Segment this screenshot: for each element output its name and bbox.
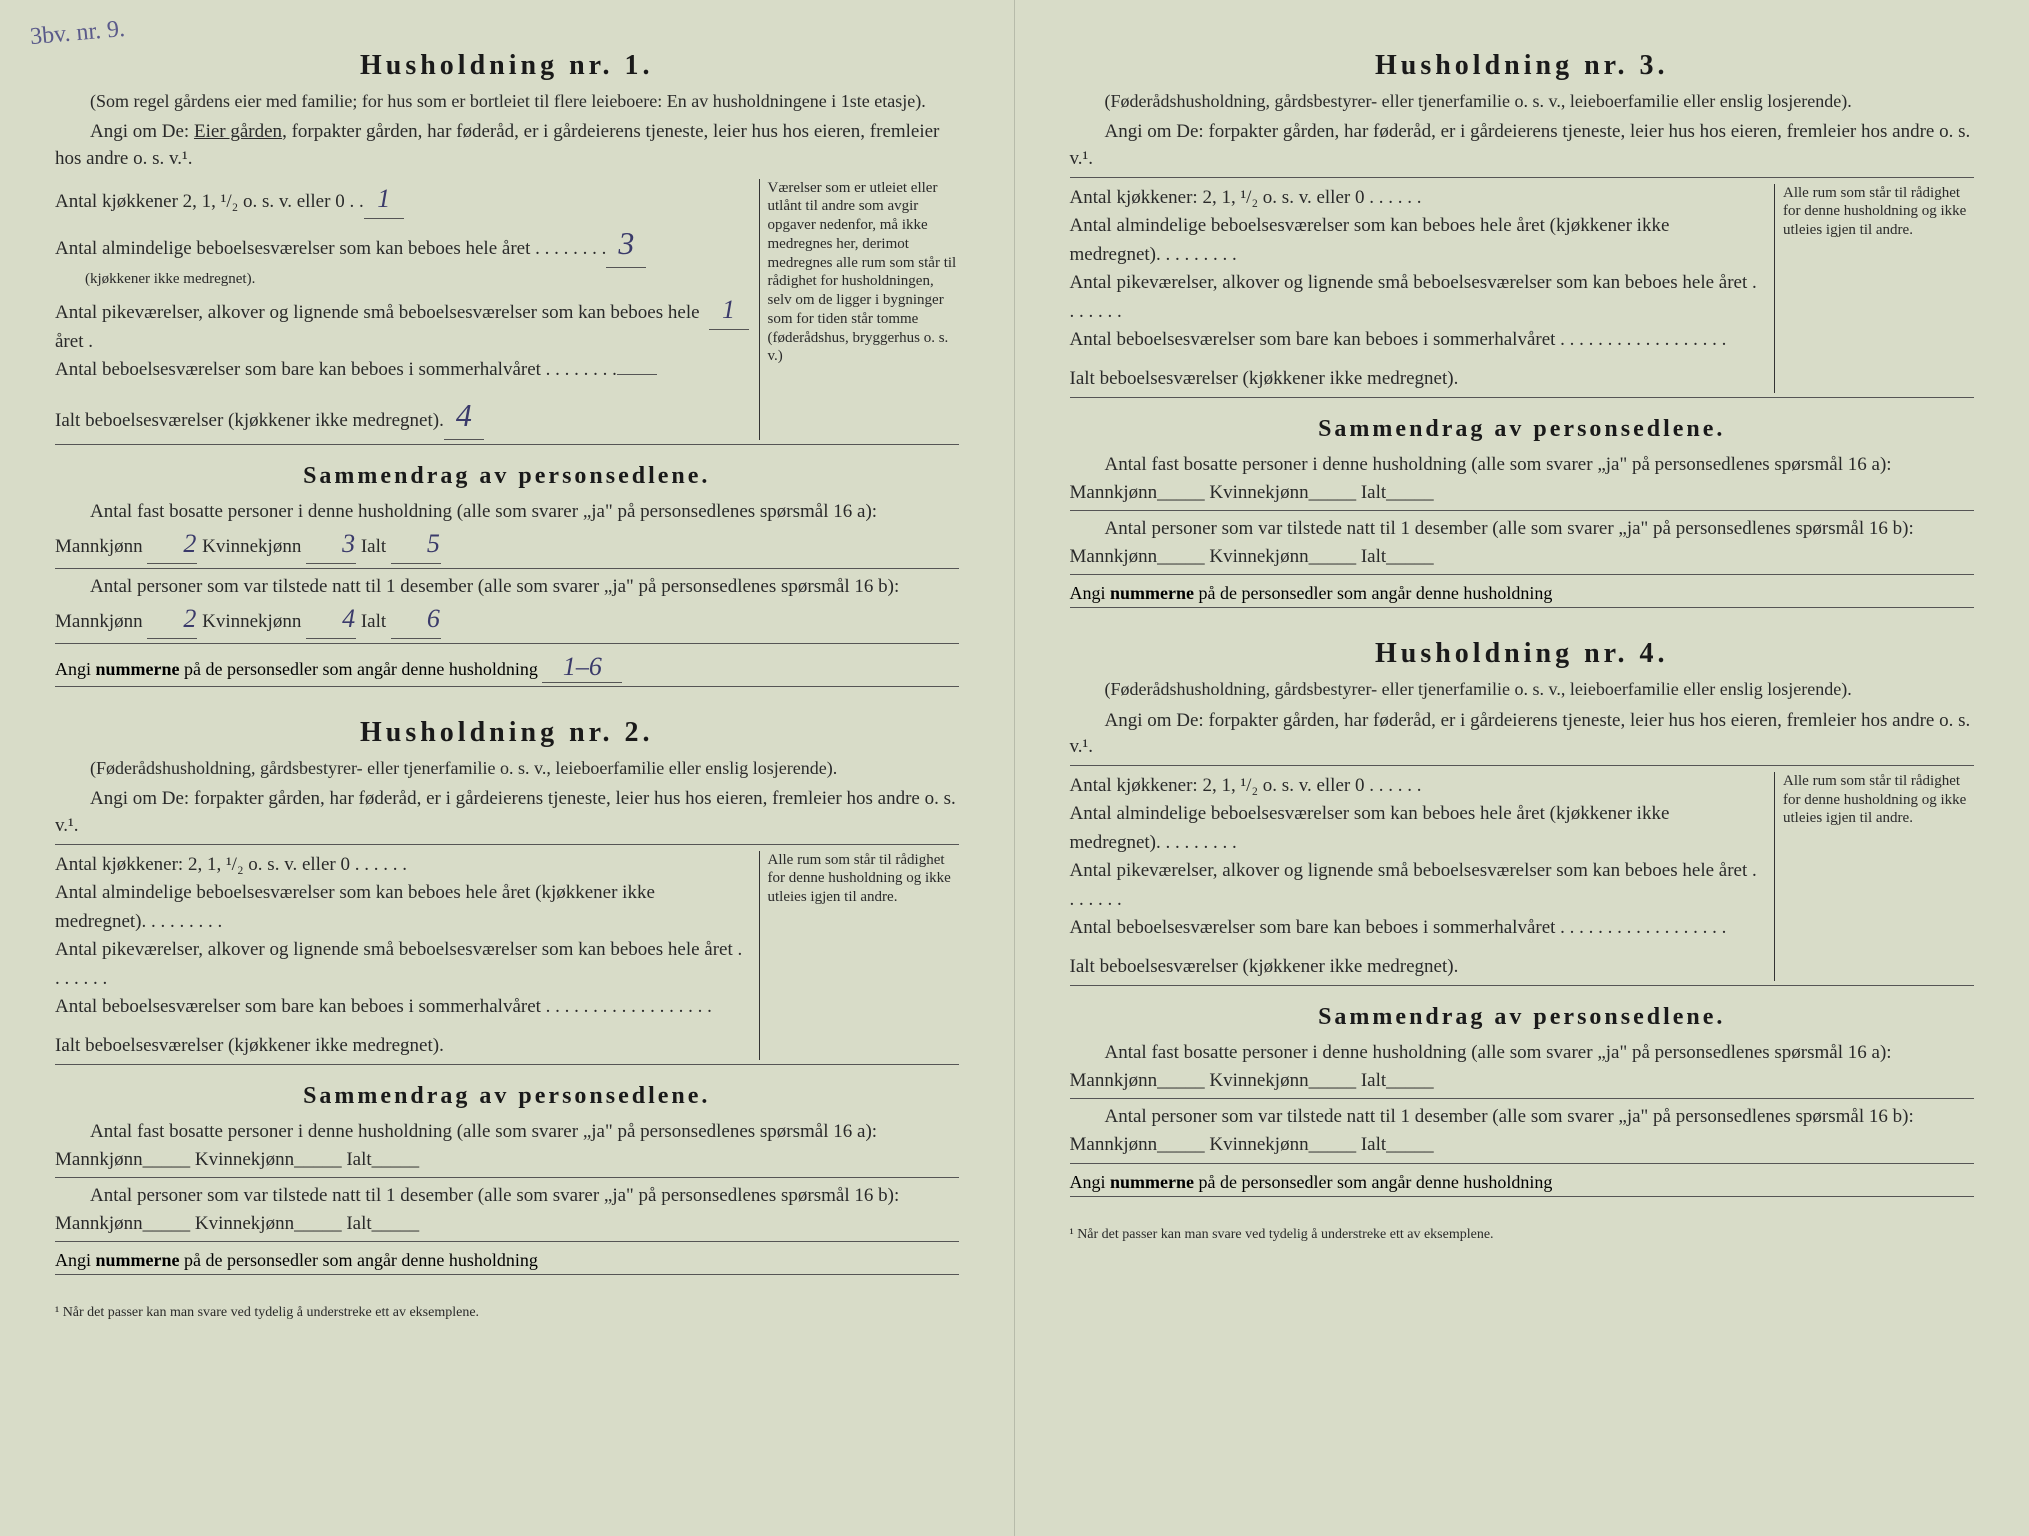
right-page: Husholdning nr. 3. (Føderådshusholdning,… [1015, 0, 2029, 1536]
almindelige-value: 3 [606, 219, 646, 268]
kjokken-value: 1 [364, 179, 404, 219]
nummerne-bold-4: nummerne [1110, 1172, 1194, 1192]
sum1-ialt-label: Ialt [361, 536, 386, 557]
h4-sommer: Antal beboelsesværelser som bare kan beb… [1070, 914, 1765, 943]
nummerne-bold-3: nummerne [1110, 583, 1194, 603]
rooms-left-col-3: Antal kjøkkener: 2, 1, ¹/₂ o. s. v. elle… [1070, 184, 1765, 394]
almindelige-note: (kjøkkener ikke medregnet). [55, 268, 749, 291]
household-3-sum1: Antal fast bosatte personer i denne hush… [1070, 451, 1975, 511]
left-footnote: ¹ Når det passer kan man svare ved tydel… [55, 1305, 959, 1321]
household-4: Husholdning nr. 4. (Føderådshusholdning,… [1070, 638, 1975, 1196]
household-3-sum2: Antal personer som var tilstede natt til… [1070, 515, 1975, 575]
left-page: 3bv. nr. 9. Husholdning nr. 1. (Som rege… [0, 0, 1015, 1536]
household-3-angi: Angi om De: forpakter gården, har føderå… [1070, 119, 1975, 177]
household-3-sammendrag-title: Sammendrag av personsedlene. [1070, 416, 1975, 443]
household-4-sum1: Antal fast bosatte personer i denne hush… [1070, 1039, 1975, 1099]
household-2-angi: Angi om De: forpakter gården, har føderå… [55, 786, 959, 844]
household-3-subtitle: (Føderådshusholdning, gårdsbestyrer- ell… [1070, 90, 1975, 113]
household-4-angi-num: Angi nummerne på de personsedler som ang… [1070, 1172, 1975, 1197]
household-1-title: Husholdning nr. 1. [55, 50, 959, 82]
h4-ialt: Ialt beboelsesværelser (kjøkkener ikke m… [1070, 953, 1765, 982]
h4-kjokken: Antal kjøkkener: 2, 1, ¹/₂ o. s. v. elle… [1070, 772, 1765, 801]
h3-pike: Antal pikeværelser, alkover og lignende … [1070, 269, 1765, 326]
household-4-sammendrag-title: Sammendrag av personsedlene. [1070, 1004, 1975, 1031]
household-1-angi-num: Angi nummerne på de personsedler som ang… [55, 652, 959, 687]
angi-pre: Angi om De: [90, 121, 194, 142]
h3-sommer: Antal beboelsesværelser som bare kan beb… [1070, 326, 1765, 355]
household-2-sammendrag-title: Sammendrag av personsedlene. [55, 1083, 959, 1110]
sum2-mid: Kvinnekjønn [202, 611, 301, 632]
handwritten-corner-note: 3bv. nr. 9. [29, 16, 126, 51]
pike-label: Antal pikeværelser, alkover og lignende … [55, 299, 709, 356]
household-1-sum1: Antal fast bosatte personer i denne hush… [55, 498, 959, 569]
ialt-label: Ialt beboelsesværelser (kjøkkener ikke m… [55, 407, 444, 436]
h2-ialt: Ialt beboelsesværelser (kjøkkener ikke m… [55, 1032, 749, 1061]
household-3: Husholdning nr. 3. (Føderådshusholdning,… [1070, 50, 1975, 608]
h2-sommer: Antal beboelsesværelser som bare kan beb… [55, 993, 749, 1022]
sum2-kvin: 4 [306, 600, 356, 639]
rooms-left-col: Antal kjøkkener 2, 1, ¹/₂ o. s. v. eller… [55, 179, 749, 440]
h3-almindelige: Antal almindelige beboelsesværelser som … [1070, 212, 1765, 269]
sum1-mid: Kvinnekjønn [202, 536, 301, 557]
h4-almindelige: Antal almindelige beboelsesværelser som … [1070, 800, 1765, 857]
household-2-angi-num: Angi nummerne på de personsedler som ang… [55, 1250, 959, 1275]
household-1-angi: Angi om De: Eier gården, forpakter gårde… [55, 119, 959, 172]
household-1-sammendrag-title: Sammendrag av personsedlene. [55, 463, 959, 490]
sommer-value [617, 374, 657, 375]
rooms-left-col-2: Antal kjøkkener: 2, 1, ¹/₂ o. s. v. elle… [55, 851, 749, 1061]
nummerne-bold-2: nummerne [96, 1250, 180, 1270]
nummerne-bold: nummerne [96, 659, 180, 679]
household-1-rooms: Antal kjøkkener 2, 1, ¹/₂ o. s. v. eller… [55, 179, 959, 445]
household-2-subtitle: (Føderådshusholdning, gårdsbestyrer- ell… [55, 757, 959, 780]
household-2-rooms: Antal kjøkkener: 2, 1, ¹/₂ o. s. v. elle… [55, 851, 959, 1066]
ialt-value: 4 [444, 391, 484, 440]
household-4-rooms: Antal kjøkkener: 2, 1, ¹/₂ o. s. v. elle… [1070, 772, 1975, 987]
household-4-sidenote: Alle rum som står til rådighet for denne… [1774, 772, 1974, 982]
h2-pike: Antal pikeværelser, alkover og lignende … [55, 936, 749, 993]
household-2-sidenote: Alle rum som står til rådighet for denne… [759, 851, 959, 1061]
household-3-title: Husholdning nr. 3. [1070, 50, 1975, 82]
angi-num-value: 1–6 [542, 652, 622, 683]
household-4-angi: Angi om De: forpakter gården, har føderå… [1070, 708, 1975, 766]
household-3-rooms: Antal kjøkkener: 2, 1, ¹/₂ o. s. v. elle… [1070, 184, 1975, 399]
household-1-subtitle: (Som regel gårdens eier med familie; for… [55, 90, 959, 113]
household-1: Husholdning nr. 1. (Som regel gårdens ei… [55, 50, 959, 687]
sum2-ialt-label: Ialt [361, 611, 386, 632]
h2-kjokken: Antal kjøkkener: 2, 1, ¹/₂ o. s. v. elle… [55, 851, 749, 880]
household-2-title: Husholdning nr. 2. [55, 717, 959, 749]
household-2-sum1: Antal fast bosatte personer i denne hush… [55, 1118, 959, 1178]
household-4-title: Husholdning nr. 4. [1070, 638, 1975, 670]
sum1-ialt: 5 [391, 525, 441, 564]
sum2-ialt: 6 [391, 600, 441, 639]
h3-kjokken: Antal kjøkkener: 2, 1, ¹/₂ o. s. v. elle… [1070, 184, 1765, 213]
household-1-sum2: Antal personer som var tilstede natt til… [55, 573, 959, 644]
household-2-sum2: Antal personer som var tilstede natt til… [55, 1182, 959, 1242]
sum1-mann: 2 [147, 525, 197, 564]
household-3-angi-num: Angi nummerne på de personsedler som ang… [1070, 583, 1975, 608]
h3-ialt: Ialt beboelsesværelser (kjøkkener ikke m… [1070, 365, 1765, 394]
sommer-label: Antal beboelsesværelser som bare kan beb… [55, 356, 617, 385]
household-4-sum2: Antal personer som var tilstede natt til… [1070, 1103, 1975, 1163]
household-1-sidenote: Værelser som er utleiet eller utlånt til… [759, 179, 959, 440]
household-4-subtitle: (Føderådshusholdning, gårdsbestyrer- ell… [1070, 678, 1975, 701]
sum1-kvin: 3 [306, 525, 356, 564]
pike-value: 1 [709, 290, 749, 330]
almindelige-label: Antal almindelige beboelsesværelser som … [55, 235, 606, 264]
h2-almindelige: Antal almindelige beboelsesværelser som … [55, 879, 749, 936]
household-3-sidenote: Alle rum som står til rådighet for denne… [1774, 184, 1974, 394]
right-footnote: ¹ Når det passer kan man svare ved tydel… [1070, 1227, 1975, 1243]
sum2-mann: 2 [147, 600, 197, 639]
rooms-left-col-4: Antal kjøkkener: 2, 1, ¹/₂ o. s. v. elle… [1070, 772, 1765, 982]
kjokken-label: Antal kjøkkener 2, 1, ¹/₂ o. s. v. eller… [55, 188, 364, 217]
h4-pike: Antal pikeværelser, alkover og lignende … [1070, 857, 1765, 914]
angi-underlined: Eier gården [194, 121, 282, 142]
household-2: Husholdning nr. 2. (Føderådshusholdning,… [55, 717, 959, 1275]
